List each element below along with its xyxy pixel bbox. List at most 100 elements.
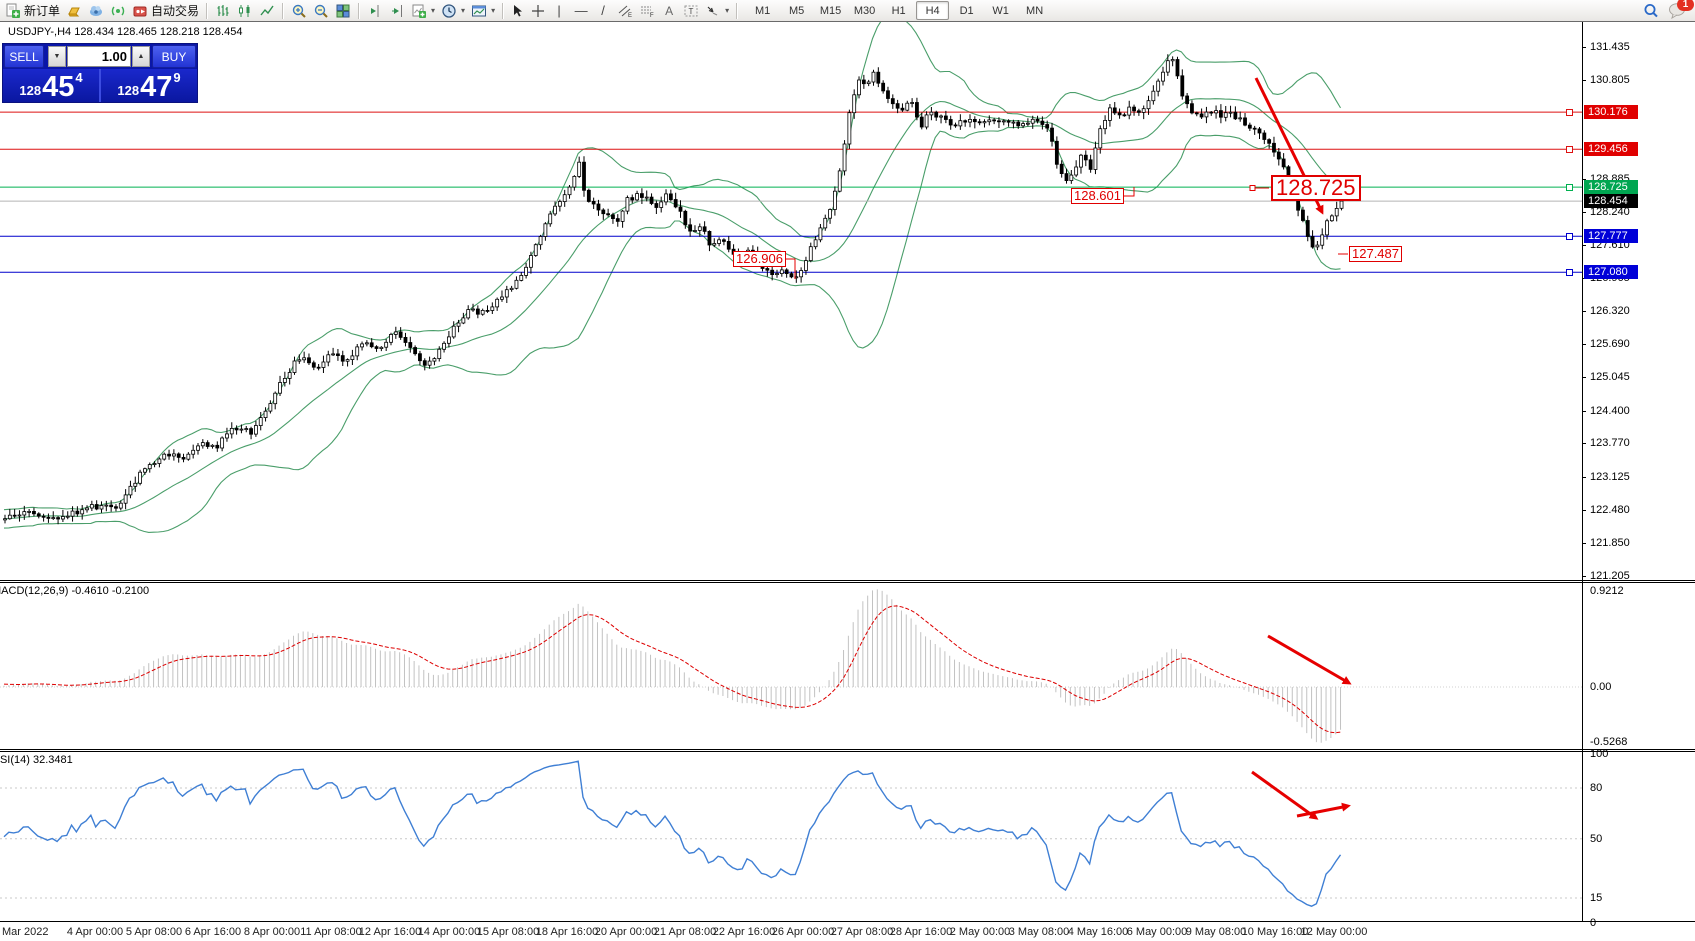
auto-scroll-button[interactable] <box>386 1 408 20</box>
zoom-in-button[interactable] <box>288 1 310 20</box>
buy-button[interactable]: BUY <box>152 45 196 68</box>
sell-price-bigfigure: 128 <box>19 83 42 98</box>
date-axis-label: 12 May 00:00 <box>1300 926 1368 938</box>
svg-text:F: F <box>650 13 654 18</box>
arrows-tool-dropdown[interactable]: ▾ <box>702 1 732 20</box>
rsi-line <box>3 760 1342 907</box>
volume-increase-button[interactable]: ▲ <box>132 46 150 67</box>
timeframe-button-d1[interactable]: D1 <box>959 4 974 17</box>
sell-price-pips: 45 <box>42 71 75 103</box>
price-callout-label[interactable]: 128.725 <box>1271 175 1361 201</box>
tile-windows-button[interactable] <box>332 1 354 20</box>
date-axis-label: 3 May 08:00 <box>1008 926 1070 938</box>
price-tick <box>1582 476 1586 478</box>
trend-annotation-arrow[interactable] <box>1267 634 1352 685</box>
profiles-dropdown[interactable]: ▾ <box>438 1 468 20</box>
volume-decrease-button[interactable]: ▼ <box>48 46 66 67</box>
community-button[interactable] <box>85 1 107 20</box>
timeframe-button-mn[interactable]: MN <box>1026 4 1044 17</box>
buy-price-point: 9 <box>173 70 181 85</box>
main-chart-canvas[interactable] <box>0 22 1582 580</box>
toolbar-divider <box>0 21 1695 22</box>
date-axis-label: 5 Apr 08:00 <box>125 926 183 938</box>
level-drag-handle[interactable] <box>1566 233 1573 241</box>
date-axis-label: 8 Apr 00:00 <box>243 926 301 938</box>
horizontal-line-tool[interactable]: — <box>570 1 592 20</box>
rsi-axis-label: 0 <box>1590 917 1597 929</box>
trendline-tool[interactable]: / <box>592 1 614 20</box>
date-axis-label: 4 Apr 00:00 <box>66 926 124 938</box>
crosshair-tool-button[interactable] <box>528 1 548 20</box>
equidistant-channel-tool[interactable]: E <box>614 1 636 20</box>
rsi-indicator-label: RSI(14) 32.3481 <box>0 754 73 766</box>
price-callout-label[interactable]: 128.601 <box>1071 188 1124 204</box>
tile-windows-icon <box>336 4 350 17</box>
price-tick <box>1582 443 1586 445</box>
search-icon[interactable] <box>1642 2 1660 20</box>
timeframe-button-w1[interactable]: W1 <box>992 4 1009 17</box>
timeframe-button-m15[interactable]: M15 <box>819 4 842 17</box>
text-label-icon: T <box>684 5 698 16</box>
timeframe-button-m5[interactable]: M5 <box>788 4 805 17</box>
new-order-button[interactable]: 新订单 <box>2 1 63 20</box>
timeframe-button-h4[interactable]: H4 <box>916 1 950 20</box>
signals-button[interactable] <box>107 1 129 20</box>
text-tool[interactable]: A <box>658 1 680 20</box>
date-axis-label: 2 May 00:00 <box>949 926 1011 938</box>
macd-panel-canvas[interactable] <box>0 583 1582 749</box>
date-axis-label: 6 May 00:00 <box>1126 926 1188 938</box>
rsi-axis-label: 50 <box>1590 833 1603 845</box>
price-tick-label: 123.770 <box>1590 437 1630 450</box>
price-tick-label: 126.320 <box>1590 305 1630 318</box>
bar-chart-icon <box>217 4 229 16</box>
rsi-axis-label: 15 <box>1590 892 1603 904</box>
candlestick-chart-button[interactable] <box>234 1 256 20</box>
rsi-panel-separator[interactable] <box>0 749 1695 752</box>
vertical-line-tool[interactable]: | <box>548 1 570 20</box>
gold-symbols-button[interactable] <box>63 1 85 20</box>
rsi-panel-canvas[interactable] <box>0 752 1582 921</box>
date-axis-divider <box>0 921 1695 922</box>
fibonacci-tool[interactable]: F <box>636 1 658 20</box>
volume-input[interactable] <box>67 46 131 67</box>
level-drag-handle[interactable] <box>1566 184 1573 192</box>
toolbar-separator <box>206 2 209 19</box>
dropdown-arrow-icon: ▾ <box>461 6 466 15</box>
price-tick <box>1582 178 1586 180</box>
level-drag-handle[interactable] <box>1566 109 1573 117</box>
sell-button[interactable]: SELL <box>4 45 44 68</box>
level-drag-handle[interactable] <box>1566 146 1573 154</box>
price-callout-label[interactable]: 126.906 <box>733 251 786 267</box>
bar-chart-button[interactable] <box>212 1 234 20</box>
macd-panel-separator[interactable] <box>0 580 1695 583</box>
level-drag-handle[interactable] <box>1566 269 1573 277</box>
cursor-tool-button[interactable] <box>508 1 528 20</box>
text-label-tool[interactable]: T <box>680 1 702 20</box>
sell-price-display[interactable]: 128 45 4 <box>3 69 99 102</box>
templates-dropdown[interactable]: ▾ <box>468 1 498 20</box>
price-tick-label: 123.125 <box>1590 470 1630 483</box>
zoom-out-button[interactable] <box>310 1 332 20</box>
date-axis-label: 11 Apr 08:00 <box>300 926 362 938</box>
chart-shift-button[interactable] <box>364 1 386 20</box>
new-chart-dropdown[interactable]: ▾ <box>408 1 438 20</box>
timeframe-button-h1[interactable]: H1 <box>891 4 906 17</box>
template-chart-icon <box>472 5 487 16</box>
autotrade-button[interactable]: 自动交易 <box>129 1 202 20</box>
notifications-button[interactable]: 1 <box>1668 0 1694 19</box>
trend-annotation-arrow[interactable] <box>1296 802 1351 818</box>
buy-price-display[interactable]: 128 47 9 <box>99 69 197 102</box>
price-callout-label[interactable]: 127.487 <box>1349 246 1402 262</box>
timeframe-button-m1[interactable]: M1 <box>754 4 771 17</box>
timeframe-button-m30[interactable]: M30 <box>853 4 876 17</box>
price-level-badge: 129.456 <box>1584 142 1638 157</box>
price-tick-label: 121.205 <box>1590 569 1630 582</box>
date-axis-label: 12 Apr 16:00 <box>358 926 422 938</box>
date-axis[interactable]: Mar 2022 4 Apr 00:00 5 Apr 08:00 6 Apr 16:0… <box>0 922 1695 941</box>
price-axis[interactable]: 131.435130.805128.885128.240127.610126.9… <box>1582 22 1695 921</box>
price-level-badge: 128.454 <box>1584 194 1638 209</box>
trend-annotation-arrow[interactable] <box>1251 770 1319 820</box>
price-tick <box>1582 344 1586 346</box>
line-chart-button[interactable] <box>256 1 278 20</box>
